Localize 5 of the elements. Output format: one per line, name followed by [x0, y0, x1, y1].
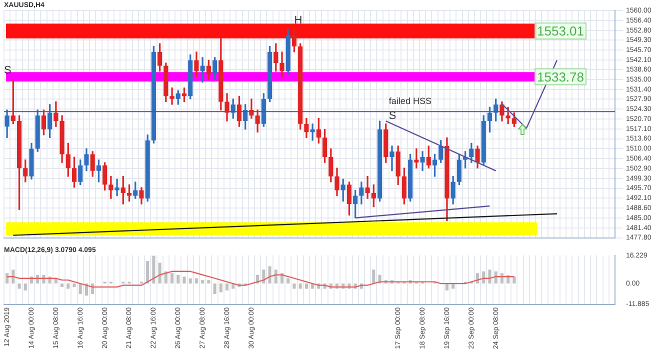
band-label: 1533.78 — [537, 69, 584, 84]
band-label: 1553.01 — [537, 24, 584, 39]
annotation: S — [388, 110, 396, 122]
annotation: failed HSS — [388, 96, 432, 106]
annotation: H — [294, 14, 302, 26]
